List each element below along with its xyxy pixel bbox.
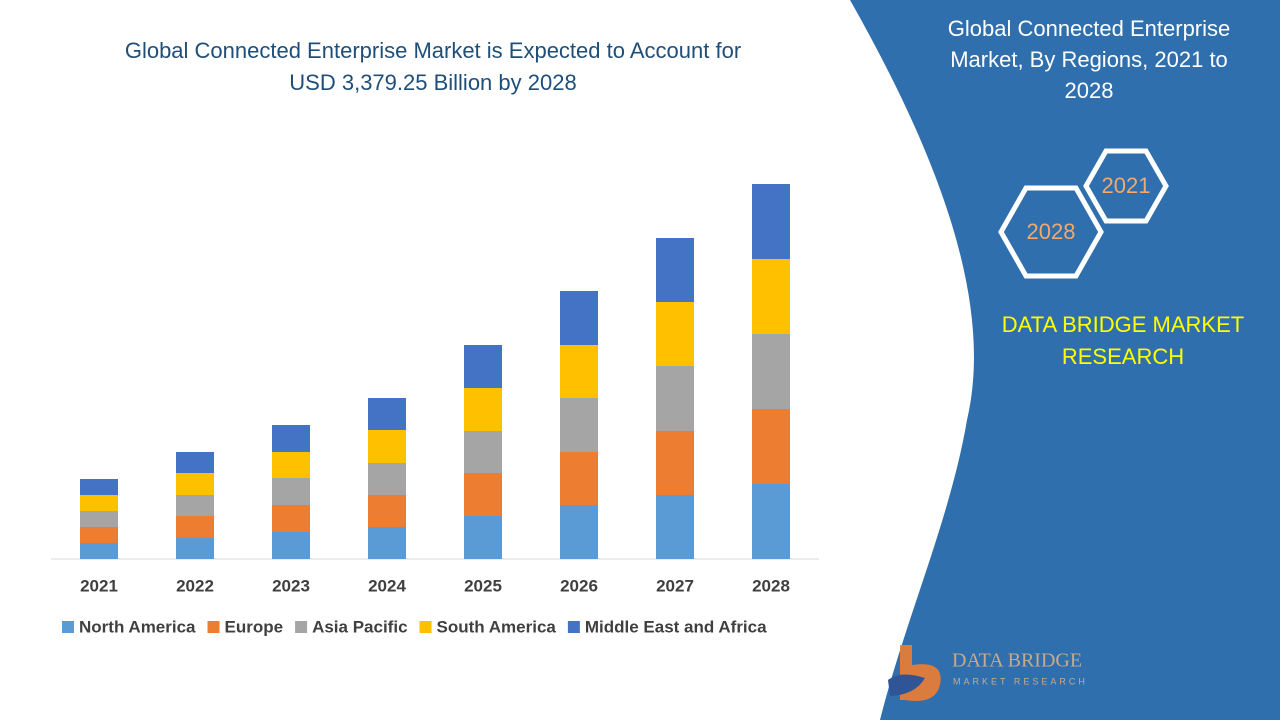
hexagon-label: 2028 — [1027, 219, 1076, 244]
legend-label: Middle East and Africa — [585, 617, 767, 636]
legend-swatch — [207, 621, 220, 633]
bar-segment — [272, 505, 310, 532]
logo-name: DATA BRIDGE — [952, 650, 1082, 672]
bar-segment — [176, 516, 214, 538]
x-tick-label: 2025 — [464, 576, 502, 595]
bar-segment — [272, 452, 310, 478]
legend-swatch — [567, 621, 580, 633]
bar-segment — [464, 516, 502, 559]
brand: DATA BRIDGE MARKET RESEARCH — [1002, 312, 1244, 369]
bar-segment — [272, 478, 310, 505]
x-tick-label: 2023 — [272, 576, 310, 595]
logo-tagline: MARKET RESEARCH — [953, 676, 1088, 686]
bar-segment — [368, 463, 406, 495]
bar-segment — [176, 473, 214, 495]
bar-segment — [560, 505, 598, 559]
bar-segment — [368, 495, 406, 527]
bar-segment — [80, 543, 118, 559]
bar-segment — [464, 473, 502, 516]
bar-segment — [656, 366, 694, 431]
x-tick-label: 2027 — [656, 576, 694, 595]
bar-segment — [176, 452, 214, 473]
hexagon — [998, 185, 1104, 279]
panel-title: Global Connected Enterprise Market, By Re… — [948, 16, 1231, 103]
hexagon-label: 2021 — [1102, 173, 1151, 198]
side-panel-bg — [850, 0, 1280, 720]
x-tick-label: 2028 — [752, 576, 790, 595]
bar-segment — [464, 431, 502, 473]
bar-segment — [752, 484, 790, 559]
x-tick-label: 2022 — [176, 576, 214, 595]
bar-segment — [560, 398, 598, 452]
legend-label: North America — [79, 617, 196, 636]
bar-segment — [80, 527, 118, 543]
bar-segment — [464, 345, 502, 388]
legend-swatch — [419, 621, 432, 633]
bar-segment — [752, 334, 790, 409]
x-tick-label: 2021 — [80, 576, 118, 595]
bar-segment — [656, 238, 694, 302]
legend-swatch — [295, 621, 308, 633]
logo-icon — [888, 674, 925, 696]
bar-segment — [272, 425, 310, 452]
bar-segment — [368, 398, 406, 430]
bar-segment — [368, 430, 406, 463]
bar-segment — [80, 495, 118, 511]
bar-segment — [176, 538, 214, 559]
bar-segment — [560, 452, 598, 505]
bar-segment — [80, 479, 118, 495]
bar-segment — [464, 388, 502, 431]
bar-segment — [656, 431, 694, 495]
bar-segment — [656, 495, 694, 559]
bar-segment — [560, 345, 598, 398]
hexagon — [1083, 148, 1169, 224]
x-tick-label: 2026 — [560, 576, 598, 595]
bar-segment — [176, 495, 214, 516]
bar-segment — [752, 184, 790, 259]
legend-label: South America — [437, 617, 557, 636]
legend-label: Europe — [225, 617, 284, 636]
bar-segment — [80, 511, 118, 527]
bar-segment — [752, 409, 790, 484]
bar-segment — [656, 302, 694, 366]
bar-segment — [368, 527, 406, 559]
chart-title: Global Connected Enterprise Market is Ex… — [125, 38, 741, 95]
bar-segment — [752, 259, 790, 334]
bar-segment — [272, 532, 310, 559]
x-tick-label: 2024 — [368, 576, 406, 595]
legend-swatch — [62, 621, 74, 633]
bar-segment — [560, 291, 598, 345]
legend-label: Asia Pacific — [312, 617, 407, 636]
